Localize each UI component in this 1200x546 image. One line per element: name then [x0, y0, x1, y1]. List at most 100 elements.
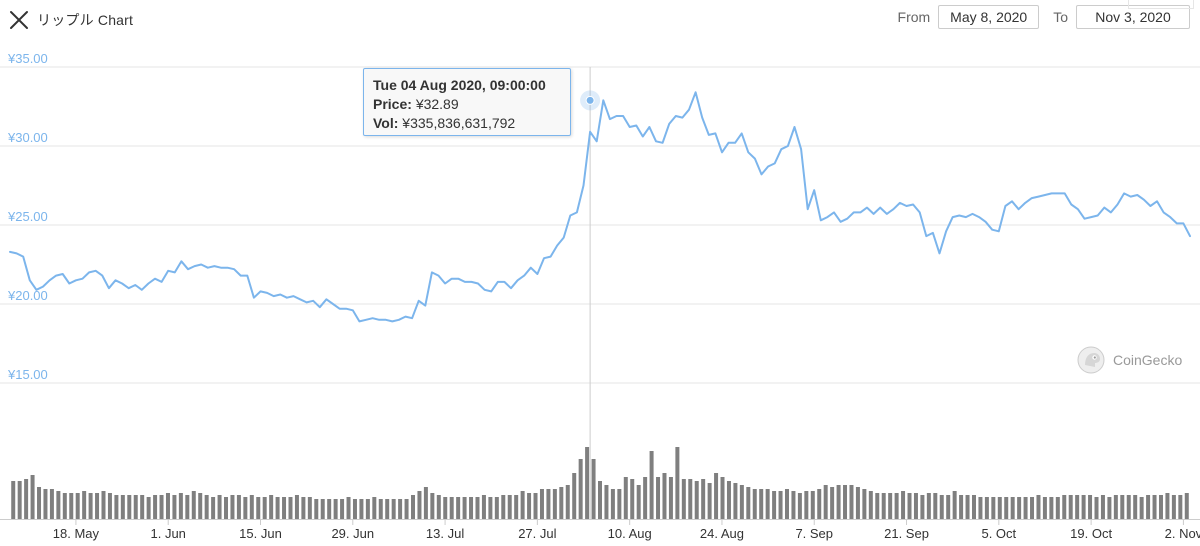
volume-bar — [30, 475, 35, 519]
y-tick-label: ¥30.00 — [7, 130, 48, 145]
volume-bar — [1165, 493, 1170, 519]
volume-bar — [114, 495, 119, 519]
volume-bar — [249, 495, 254, 519]
range-to-input[interactable] — [1076, 5, 1190, 29]
volume-bar — [1036, 495, 1041, 519]
volume-bar — [1010, 497, 1015, 519]
volume-bar — [772, 491, 777, 519]
range-to-label: To — [1053, 9, 1068, 25]
volume-bar — [282, 497, 287, 519]
volume-bar — [843, 485, 848, 519]
volume-bar — [797, 493, 802, 519]
tooltip-vol-label: Vol: — [373, 115, 399, 131]
volume-bar — [649, 451, 654, 519]
volume-bar — [1107, 497, 1112, 519]
x-tick-label: 1. Jun — [151, 526, 186, 541]
y-tick-label: ¥35.00 — [7, 51, 48, 66]
volume-bar — [1042, 497, 1047, 519]
volume-bar — [694, 481, 699, 519]
tooltip-vol-value: ¥335,836,631,792 — [402, 115, 516, 131]
volume-bar — [333, 499, 338, 519]
volume-bar — [404, 499, 409, 519]
volume-bar — [133, 495, 138, 519]
volume-bar — [759, 489, 764, 519]
volume-bar — [623, 477, 628, 519]
volume-bar — [185, 495, 190, 519]
volume-bar — [1126, 495, 1131, 519]
volume-bar — [1004, 497, 1009, 519]
volume-bar — [894, 493, 899, 519]
volume-bar — [804, 491, 809, 519]
volume-bar — [1113, 495, 1118, 519]
volume-bar — [153, 495, 158, 519]
volume-bar — [933, 493, 938, 519]
volume-bar — [610, 489, 615, 519]
range-from-input[interactable] — [938, 5, 1040, 29]
volume-bar — [514, 495, 519, 519]
highlight-point[interactable] — [585, 95, 595, 105]
volume-bar — [385, 499, 390, 519]
volume-bar — [1055, 497, 1060, 519]
volume-bar — [256, 497, 261, 519]
volume-bar — [675, 447, 680, 519]
volume-bar — [320, 499, 325, 519]
volume-bar — [1088, 495, 1093, 519]
header-decoration — [1128, 0, 1194, 9]
x-tick-label: 29. Jun — [331, 526, 374, 541]
price-line — [9, 91, 1191, 323]
volume-bar — [224, 497, 229, 519]
volume-bar — [946, 495, 951, 519]
price-tooltip: Tue 04 Aug 2020, 09:00:00 Price: ¥32.89 … — [363, 68, 571, 136]
volume-bar — [855, 487, 860, 519]
volume-bar — [520, 491, 525, 519]
volume-bar — [791, 491, 796, 519]
volume-bar — [346, 497, 351, 519]
volume-bar — [539, 489, 544, 519]
range-from-label: From — [897, 9, 931, 25]
x-tick-label: 2. Nov — [1165, 526, 1200, 541]
volume-bar — [1049, 497, 1054, 519]
volume-bar — [559, 487, 564, 519]
volume-bar — [875, 493, 880, 519]
volume-bar — [262, 497, 267, 519]
volume-bar — [56, 491, 61, 519]
volume-bar — [920, 495, 925, 519]
volume-bar — [501, 495, 506, 519]
volume-bar — [327, 499, 332, 519]
volume-bar — [1017, 497, 1022, 519]
volume-bar — [456, 497, 461, 519]
volume-bar — [449, 497, 454, 519]
volume-bar — [430, 493, 435, 519]
volume-bar — [565, 485, 570, 519]
volume-bar — [307, 497, 312, 519]
volume-bar — [1081, 495, 1086, 519]
volume-bar — [352, 499, 357, 519]
tooltip-price-label: Price: — [373, 96, 412, 112]
date-range: From To — [898, 5, 1190, 29]
volume-bar — [172, 495, 177, 519]
volume-bar — [1075, 495, 1080, 519]
x-tick-label: 24. Aug — [700, 526, 744, 541]
volume-bar — [926, 493, 931, 519]
volume-bar — [191, 491, 196, 519]
volume-bar — [288, 497, 293, 519]
x-tick-label: 18. May — [53, 526, 100, 541]
x-tick-label: 13. Jul — [426, 526, 464, 541]
volume-bar — [778, 491, 783, 519]
volume-bar — [146, 497, 151, 519]
volume-bar — [746, 487, 751, 519]
y-tick-label: ¥15.00 — [7, 367, 48, 382]
volume-bar — [862, 489, 867, 519]
volume-bar — [849, 485, 854, 519]
volume-bar — [11, 481, 16, 519]
volume-bar — [391, 499, 396, 519]
volume-bar — [275, 497, 280, 519]
volume-bar — [688, 479, 693, 519]
volume-bar — [127, 495, 132, 519]
x-tick-label: 7. Sep — [795, 526, 833, 541]
volume-bar — [507, 495, 512, 519]
volume-bar — [1094, 497, 1099, 519]
volume-bar — [1171, 495, 1176, 519]
volume-bar — [888, 493, 893, 519]
